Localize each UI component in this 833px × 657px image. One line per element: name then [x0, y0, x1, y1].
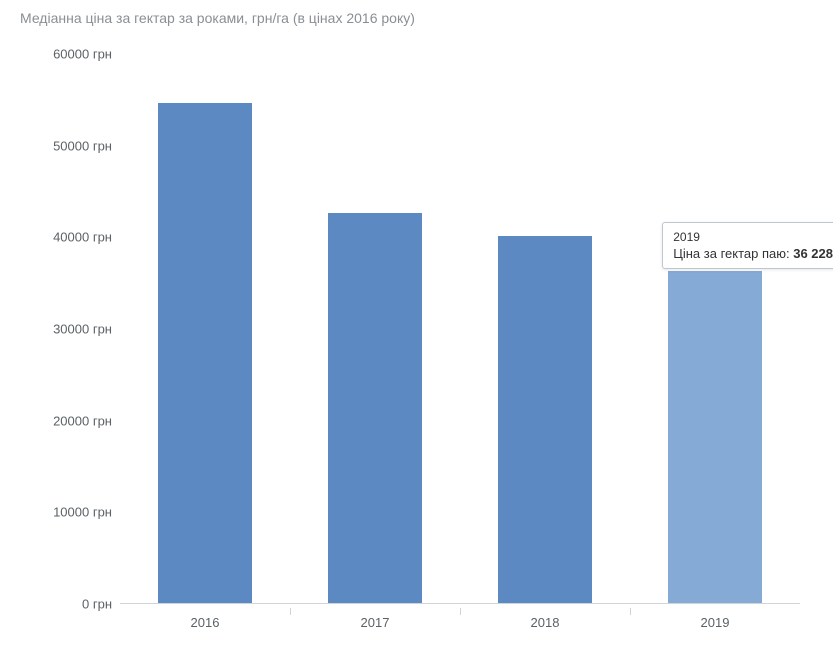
bar[interactable] [498, 236, 592, 603]
x-tick-mark [290, 608, 291, 615]
y-tick-label: 10000 грн [20, 505, 112, 520]
chart-title: Медіанна ціна за гектар за роками, грн/г… [20, 10, 813, 26]
y-tick-label: 30000 грн [20, 322, 112, 337]
plot-area [120, 54, 800, 604]
tooltip-year: 2019 [673, 230, 833, 244]
x-tick-label: 2019 [701, 615, 730, 630]
x-tick-mark [460, 608, 461, 615]
x-tick-label: 2016 [191, 615, 220, 630]
bar[interactable] [328, 213, 422, 603]
y-tick-label: 20000 грн [20, 413, 112, 428]
x-axis: 2016 2017 2018 2019 [120, 608, 800, 634]
bar-chart: 2016 2017 2018 2019 0 грн 10000 грн 20000 грн… [20, 44, 810, 634]
tooltip-value: 36 228 грн [793, 246, 833, 261]
tooltip-row: Ціна за гектар паю: 36 228 грн [673, 246, 833, 261]
y-tick-label: 50000 грн [20, 138, 112, 153]
y-tick-label: 60000 грн [20, 47, 112, 62]
bar[interactable] [668, 271, 762, 603]
x-tick-label: 2018 [531, 615, 560, 630]
x-tick-mark [630, 608, 631, 615]
y-tick-label: 40000 грн [20, 230, 112, 245]
tooltip-label: Ціна за гектар паю: [673, 246, 789, 261]
tooltip: 2019 Ціна за гектар паю: 36 228 грн [662, 222, 833, 269]
bar[interactable] [158, 103, 252, 603]
y-tick-label: 0 грн [20, 597, 112, 612]
x-tick-label: 2017 [361, 615, 390, 630]
